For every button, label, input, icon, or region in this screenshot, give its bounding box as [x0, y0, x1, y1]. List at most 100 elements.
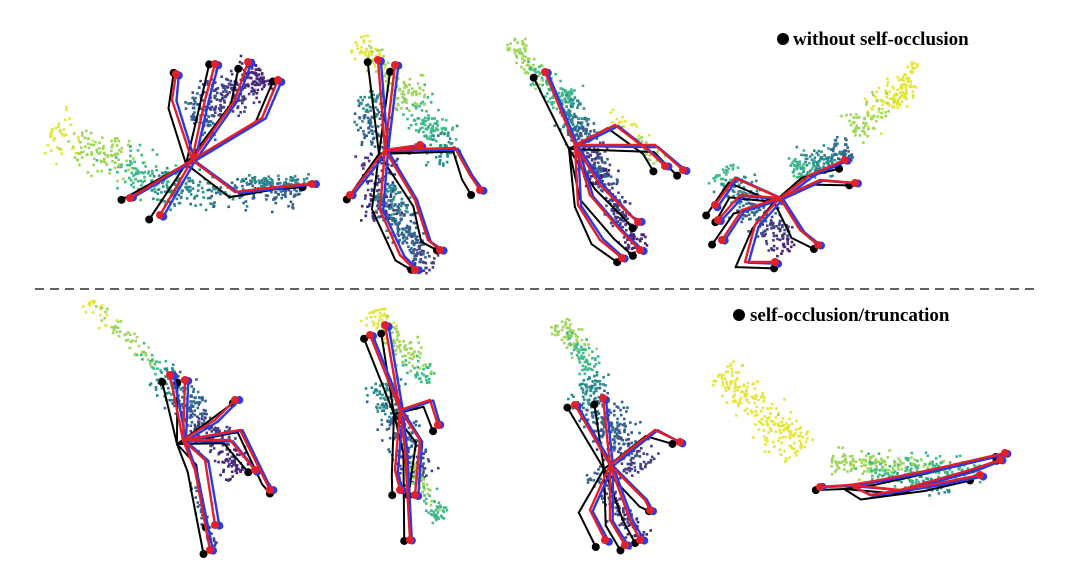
cloud-point [105, 163, 109, 167]
cloud-point [739, 401, 743, 405]
cloud-point [409, 123, 413, 127]
skeleton-joint [391, 61, 399, 69]
cloud-point [926, 477, 929, 481]
cloud-point [731, 181, 735, 185]
cloud-point [362, 39, 365, 42]
cloud-point [307, 173, 310, 176]
cloud-point [433, 513, 436, 516]
cloud-point [819, 157, 823, 160]
cloud-point [911, 96, 915, 99]
cloud-point [750, 395, 754, 398]
cloud-point [928, 494, 931, 497]
cloud-point [378, 312, 382, 315]
cloud-point [298, 189, 302, 192]
cloud-point [600, 156, 603, 160]
cloud-point [978, 480, 982, 484]
cloud-point [896, 88, 900, 92]
cloud-point [137, 187, 140, 191]
cloud-point [374, 106, 378, 109]
cloud-point [603, 213, 607, 216]
cloud-point [429, 143, 432, 147]
cloud-point [364, 110, 368, 113]
cloud-point [410, 347, 413, 350]
cloud-point [391, 207, 394, 211]
cloud-point [414, 253, 417, 256]
cloud-point [95, 159, 99, 162]
cloud-point [237, 467, 240, 471]
cloud-point [766, 417, 769, 420]
cloud-point [411, 470, 415, 474]
cloud-point [58, 130, 62, 134]
cloud-point [559, 111, 562, 114]
cloud-point [171, 368, 175, 372]
cloud-point [415, 371, 419, 375]
cloud-point [372, 391, 376, 394]
cloud-point [582, 128, 586, 131]
cloud-point [557, 91, 561, 95]
cloud-point [258, 77, 261, 81]
cloud-point [233, 184, 237, 187]
skeleton-joint [211, 60, 219, 68]
cloud-point [550, 332, 554, 336]
cloud-point [884, 463, 887, 467]
cloud-point [390, 417, 393, 421]
cloud-point [200, 510, 203, 514]
cloud-point [217, 452, 220, 456]
cloud-point [135, 170, 138, 174]
cloud-point [780, 424, 783, 428]
cloud-point [114, 139, 117, 143]
cloud-point [388, 423, 392, 427]
cloud-point [597, 468, 600, 471]
cloud-point [766, 224, 769, 227]
cloud-point [134, 167, 138, 171]
cloud-point [795, 166, 799, 169]
cloud-point [248, 71, 252, 74]
cloud-point [217, 430, 221, 434]
cloud-point [605, 520, 609, 523]
cloud-point [409, 369, 412, 373]
skeleton-joint [172, 70, 180, 78]
cloud-point [589, 154, 592, 157]
cloud-point [110, 149, 113, 153]
cloud-point [836, 465, 839, 468]
cloud-point [439, 158, 442, 162]
cloud-point [410, 235, 413, 238]
cloud-point [418, 86, 421, 89]
cloud-point [644, 242, 647, 245]
cloud-point [359, 95, 362, 99]
cloud-point [451, 126, 455, 129]
cloud-point [130, 171, 134, 175]
cloud-point [591, 174, 594, 178]
cloud-point [208, 107, 212, 111]
cloud-point [577, 121, 580, 124]
cloud-point [193, 100, 197, 104]
cloud-point [622, 124, 626, 128]
cloud-point [593, 182, 597, 186]
cloud-point [377, 192, 380, 196]
cloud-point [144, 352, 148, 355]
cloud-point [384, 80, 388, 83]
cloud-point [760, 219, 764, 223]
cloud-point [148, 383, 152, 387]
cloud-point [787, 225, 790, 228]
cloud-point [595, 380, 599, 383]
cloud-point [277, 178, 281, 181]
cloud-point [587, 118, 590, 121]
skeleton-joint [145, 215, 154, 224]
cloud-point [844, 143, 848, 146]
cloud-point [524, 55, 527, 58]
cloud-point [813, 159, 816, 162]
cloud-point [644, 462, 648, 466]
cloud-point [435, 139, 438, 143]
cloud-point [570, 393, 574, 397]
cloud-point [369, 119, 372, 123]
cloud-point [626, 247, 630, 251]
cloud-point [877, 452, 881, 455]
cloud-point [878, 468, 881, 472]
cloud-point [163, 367, 167, 371]
cloud-point [851, 459, 855, 463]
cloud-point [432, 499, 436, 503]
cloud-point [409, 465, 413, 469]
cloud-point [370, 53, 373, 56]
cloud-point [398, 208, 402, 212]
